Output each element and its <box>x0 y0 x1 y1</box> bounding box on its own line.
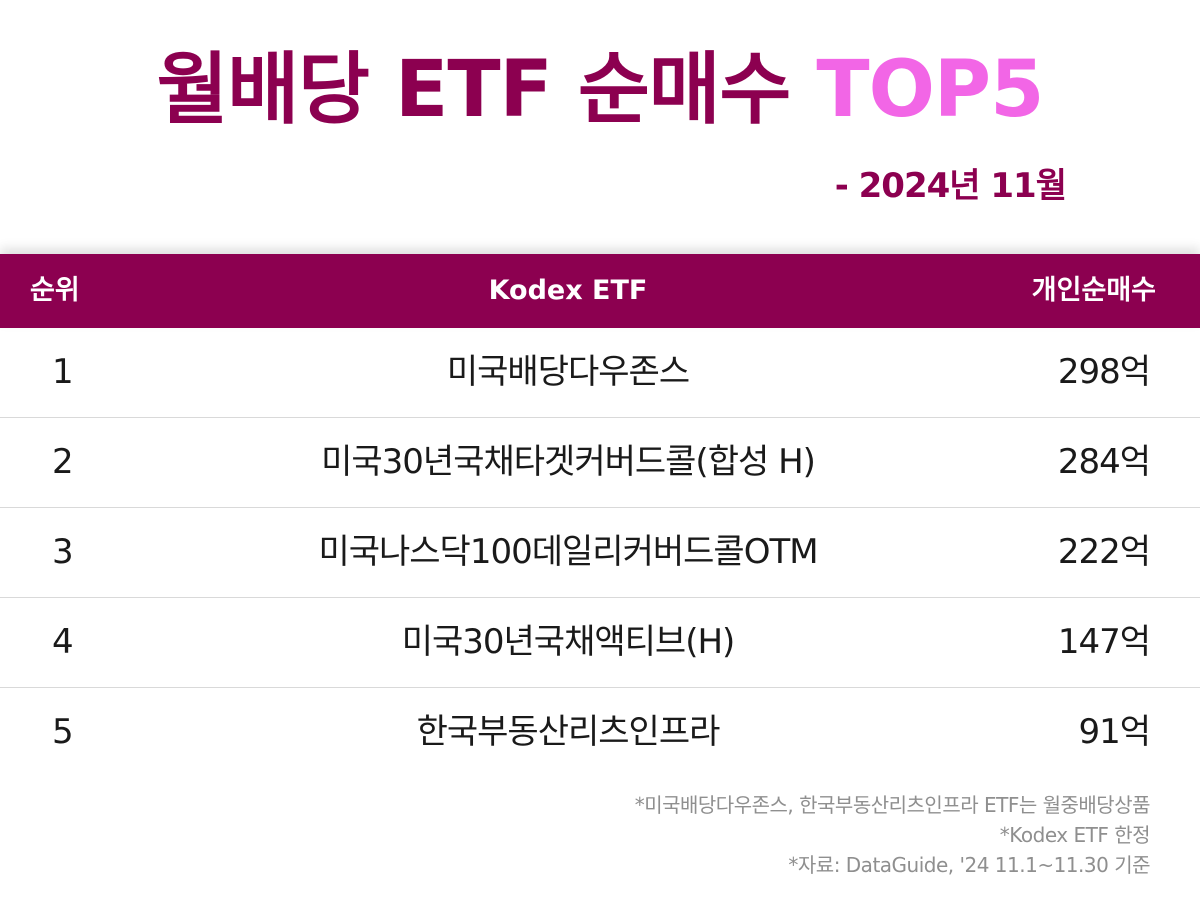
title-accent: TOP5 <box>816 45 1044 135</box>
etf-name-cell: 미국30년국채액티브(H) <box>401 622 736 662</box>
net-buy-cell: 222억 <box>1057 532 1151 572</box>
header-etf-name: Kodex ETF <box>488 275 648 306</box>
rank-cell: 4 <box>52 622 74 662</box>
etf-name-cell: 한국부동산리츠인프라 <box>416 712 721 752</box>
rank-cell: 2 <box>52 442 74 482</box>
table-row: 5 한국부동산리츠인프라 91억 <box>0 688 1200 777</box>
period-subtitle: - 2024년 11월 <box>834 166 1067 206</box>
page-title: 월배당 ETF 순매수 TOP5 <box>0 40 1200 140</box>
rank-cell: 1 <box>52 352 74 392</box>
etf-name-cell: 미국30년국채타겟커버드콜(합성 H) <box>321 442 816 482</box>
table-row: 1 미국배당다우존스 298억 <box>0 328 1200 418</box>
net-buy-cell: 147억 <box>1057 622 1151 662</box>
rank-cell: 5 <box>52 712 74 752</box>
header-net-buy: 개인순매수 <box>1031 275 1156 306</box>
footnote-source: *자료: DataGuide, '24 11.1~11.30 기준 <box>788 853 1150 877</box>
table-row: 2 미국30년국채타겟커버드콜(합성 H) 284억 <box>0 418 1200 508</box>
etf-name-cell: 미국나스닥100데일리커버드콜OTM <box>318 532 818 572</box>
table-body: 1 미국배당다우존스 298억 2 미국30년국채타겟커버드콜(합성 H) 28… <box>0 328 1200 777</box>
net-buy-cell: 91억 <box>1078 712 1151 752</box>
table-row: 4 미국30년국채액티브(H) 147억 <box>0 598 1200 688</box>
table-header: 순위 Kodex ETF 개인순매수 <box>0 254 1200 328</box>
rank-cell: 3 <box>52 532 74 572</box>
etf-name-cell: 미국배당다우존스 <box>446 352 690 392</box>
header-rank: 순위 <box>30 275 80 306</box>
net-buy-cell: 298억 <box>1057 352 1151 392</box>
footnote-monthly-dividend: *미국배당다우존스, 한국부동산리츠인프라 ETF는 월중배당상품 <box>634 793 1151 817</box>
title-main: 월배당 ETF 순매수 <box>156 45 817 135</box>
table-row: 3 미국나스닥100데일리커버드콜OTM 222억 <box>0 508 1200 598</box>
footnote-kodex-only: *Kodex ETF 한정 <box>999 823 1151 847</box>
net-buy-cell: 284억 <box>1057 442 1151 482</box>
footnotes: *미국배당다우존스, 한국부동산리츠인프라 ETF는 월중배당상품 *Kodex… <box>634 790 1151 880</box>
